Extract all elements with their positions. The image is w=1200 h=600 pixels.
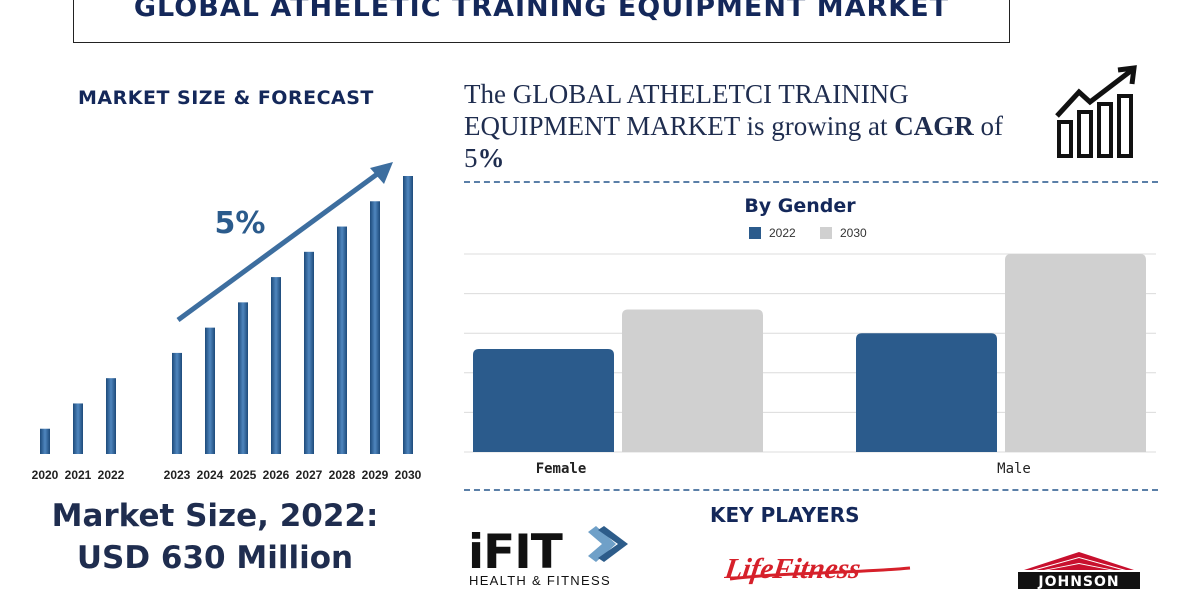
forecast-tick-label: 2022: [98, 468, 125, 482]
legend-swatch: [820, 227, 832, 239]
forecast-bar: [304, 251, 314, 454]
lifefitness-logo: LifeFitness: [724, 553, 911, 585]
forecast-tick-label: 2026: [263, 468, 290, 482]
cagr-text-before: The GLOBAL ATHELETCI TRAINING EQUIPMENT …: [464, 79, 909, 141]
gender-bar-2030: [622, 309, 763, 452]
forecast-heading: MARKET SIZE & FORECAST: [78, 87, 374, 109]
forecast-bar: [40, 428, 50, 454]
gender-category-label: Female: [536, 461, 587, 477]
johnson-logo: JOHNSON: [1018, 552, 1140, 590]
johnson-wordmark: JOHNSON: [1037, 574, 1119, 590]
legend-label: 2022: [769, 226, 796, 240]
forecast-tick-label: 2021: [65, 468, 92, 482]
ifit-tagline: HEALTH & FITNESS: [469, 573, 611, 588]
forecast-tick-label: 2029: [362, 468, 389, 482]
forecast-tick-label: 2025: [230, 468, 257, 482]
trend-arrow-head: [370, 162, 393, 184]
gender-chart-title: By Gender: [744, 195, 856, 217]
forecast-bar: [337, 226, 347, 454]
gender-chart: By Gender 2022 2030 Female Male: [464, 195, 1156, 477]
forecast-tick-label: 2030: [395, 468, 422, 482]
key-players-heading: KEY PLAYERS: [710, 503, 860, 527]
forecast-bar: [370, 201, 380, 454]
section-divider: [464, 181, 1158, 183]
market-size-value: USD 630 Million: [76, 540, 354, 576]
forecast-bar: [238, 302, 248, 454]
market-size-label: Market Size, 2022:: [51, 498, 379, 534]
legend-label: 2030: [840, 226, 867, 240]
cagr-value-number: 5: [464, 143, 478, 173]
gender-bar-2030: [1005, 254, 1146, 452]
legend-swatch: [749, 227, 761, 239]
gender-bar-2022: [473, 349, 614, 452]
cagr-value-percent: %: [477, 143, 505, 173]
forecast-tick-label: 2024: [197, 468, 224, 482]
trend-arrow: [176, 169, 382, 323]
forecast-bar: [172, 352, 182, 454]
lifefitness-wordmark: LifeFitness: [724, 553, 863, 585]
cagr-text-middle: of: [973, 111, 1004, 141]
ifit-logo: iFIT HEALTH & FITNESS: [468, 525, 628, 588]
cagr-word: CAGR: [894, 111, 974, 141]
forecast-bar: [106, 378, 116, 454]
forecast-chart: 2020 2021 2022 2023 2024 2025 2026 2027 2028 2029…: [32, 162, 422, 482]
forecast-bar: [271, 277, 281, 454]
page-title: GLOBAL ATHELETIC TRAINING EQUIPMENT MARK…: [133, 0, 950, 23]
forecast-bar: [205, 327, 215, 454]
bar-chart-growth-icon: [1055, 65, 1137, 158]
ifit-wordmark: iFIT: [468, 525, 563, 580]
forecast-tick-label: 2028: [329, 468, 356, 482]
gender-category-label: Male: [997, 461, 1031, 477]
forecast-tick-label: 2020: [32, 468, 59, 482]
forecast-bar: [403, 176, 413, 454]
title-banner: GLOBAL ATHELETIC TRAINING EQUIPMENT MARK…: [73, 0, 1010, 43]
forecast-tick-label: 2023: [164, 468, 191, 482]
cagr-statement: The GLOBAL ATHELETCI TRAINING EQUIPMENT …: [464, 78, 1044, 174]
forecast-bar: [73, 403, 83, 454]
forecast-tick-label: 2027: [296, 468, 323, 482]
section-divider: [464, 489, 1158, 491]
gender-bar-2022: [856, 333, 997, 452]
cagr-annotation: 5%: [215, 206, 266, 241]
